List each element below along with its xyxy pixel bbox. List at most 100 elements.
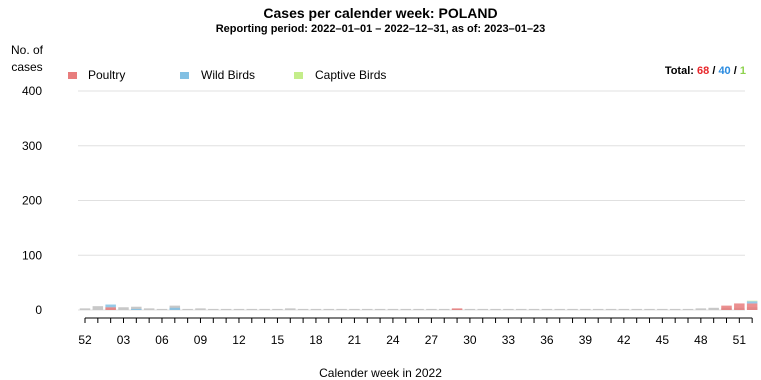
bar-poultry-50-50	[721, 305, 732, 310]
background-bar-13	[246, 308, 258, 310]
bar-captive-birds-52-52	[746, 300, 758, 302]
background-bar-30	[464, 308, 476, 310]
x-tick-label-27-9: 27	[425, 333, 439, 347]
background-bar-21	[349, 308, 360, 310]
y-tick-label-100: 100	[22, 248, 42, 262]
background-bar-9	[195, 308, 206, 310]
bar-wild-birds-02-2	[105, 304, 116, 308]
background-bar-49	[708, 307, 719, 310]
background-bar-33	[503, 308, 514, 310]
background-bar-41	[605, 308, 617, 310]
background-bar-15	[272, 308, 283, 310]
background-bar-34	[515, 308, 527, 310]
background-bar-37	[554, 308, 565, 310]
background-bar-44	[644, 308, 655, 310]
bar-wild-birds-52-52	[746, 301, 758, 304]
total-sep-2: /	[733, 65, 737, 77]
total-captive-birds: 1	[739, 65, 746, 77]
background-bar-27	[426, 308, 437, 310]
background-bar-38	[567, 308, 578, 310]
x-tick-label-21-7: 21	[348, 333, 362, 347]
background-bar-26	[413, 308, 424, 310]
x-tick-label-39-13: 39	[579, 333, 593, 347]
x-tick-label-03-1: 03	[117, 333, 131, 347]
background-bar-36	[541, 308, 553, 310]
background-bar-31	[477, 308, 488, 310]
background-bar-25	[400, 308, 411, 310]
background-bar-45	[657, 308, 668, 310]
background-bar-1	[92, 306, 104, 310]
legend-label-captive-birds: Captive Birds	[315, 68, 387, 82]
chart-subtitle: Reporting period: 2022–01–01 – 2022–12–3…	[215, 23, 546, 35]
bar-poultry-51-51	[734, 303, 745, 310]
y-tick-label-200: 200	[22, 194, 42, 208]
y-axis-label-line2: cases	[11, 60, 43, 74]
background-bar-46	[669, 308, 681, 310]
background-bar-28	[438, 308, 450, 310]
legend-label-wild-birds: Wild Birds	[201, 68, 256, 82]
x-tick-label-15-5: 15	[271, 333, 285, 347]
x-tick-label-12-4: 12	[232, 333, 246, 347]
x-tick-label-06-2: 06	[155, 333, 169, 347]
x-tick-label-36-12: 36	[540, 333, 554, 347]
background-bar-6	[156, 308, 168, 310]
background-bar-11	[220, 308, 232, 310]
background-bar-19	[323, 308, 335, 310]
x-tick-label-42-14: 42	[617, 333, 631, 347]
background-bar-23	[374, 308, 386, 310]
totals: Total: 68 / 40 / 1	[665, 65, 746, 77]
background-bar-42	[618, 308, 630, 310]
x-tick-label-51-17: 51	[733, 333, 747, 347]
x-tick-label-48-16: 48	[694, 333, 708, 347]
bar-poultry-02-2	[105, 307, 116, 310]
background-bar-47	[682, 308, 694, 310]
background-bar-24	[387, 308, 399, 310]
x-tick-label-24-8: 24	[386, 333, 400, 347]
background-bar-5	[143, 308, 155, 310]
x-tick-label-30-10: 30	[463, 333, 477, 347]
background-bar-18	[310, 308, 322, 310]
background-bar-20	[336, 308, 347, 310]
background-bar-39	[580, 308, 591, 310]
background-bar-22	[362, 308, 373, 310]
x-tick-label-18-6: 18	[309, 333, 323, 347]
y-tick-label-300: 300	[22, 139, 42, 153]
legend-swatch-poultry	[68, 72, 77, 79]
background-bar-17	[297, 308, 309, 310]
y-tick-label-400: 400	[22, 84, 42, 98]
y-axis-label-line1: No. of	[10, 43, 43, 57]
x-tick-label-09-3: 09	[194, 333, 208, 347]
background-bar-32	[490, 308, 501, 310]
legend-label-poultry: Poultry	[88, 68, 126, 82]
background-bar-3	[118, 307, 129, 310]
bar-wild-birds-04-4	[131, 308, 142, 310]
y-axis-label: No. of cases	[4, 42, 50, 76]
x-axis-label: Calender week in 2022	[319, 366, 442, 380]
bar-poultry-52-52	[746, 303, 758, 310]
bar-poultry-29-29	[451, 308, 463, 310]
x-tick-label-45-15: 45	[656, 333, 670, 347]
total-label: Total:	[664, 65, 694, 77]
bar-wild-birds-07-7	[169, 307, 181, 310]
background-bar-48	[695, 308, 707, 310]
background-bar-43	[631, 308, 642, 310]
chart-title: Cases per calender week: POLAND	[263, 5, 498, 21]
x-tick-label-52-0: 52	[78, 333, 92, 347]
background-bar-0	[79, 308, 91, 310]
background-bar-8	[182, 308, 193, 310]
legend-swatch-wild-birds	[180, 72, 189, 79]
background-bar-12	[233, 308, 245, 310]
background-bar-40	[592, 308, 604, 310]
background-bar-10	[208, 308, 219, 310]
legend-swatch-captive-birds	[294, 72, 303, 79]
total-wild-birds: 40	[718, 65, 731, 77]
x-tick-label-33-11: 33	[502, 333, 516, 347]
y-tick-label-0: 0	[35, 303, 42, 317]
background-bar-16	[285, 308, 296, 310]
background-bar-35	[528, 308, 540, 310]
total-sep-1: /	[712, 65, 716, 77]
background-bar-4	[131, 306, 142, 310]
background-bar-14	[259, 308, 270, 310]
total-poultry: 68	[697, 65, 710, 77]
